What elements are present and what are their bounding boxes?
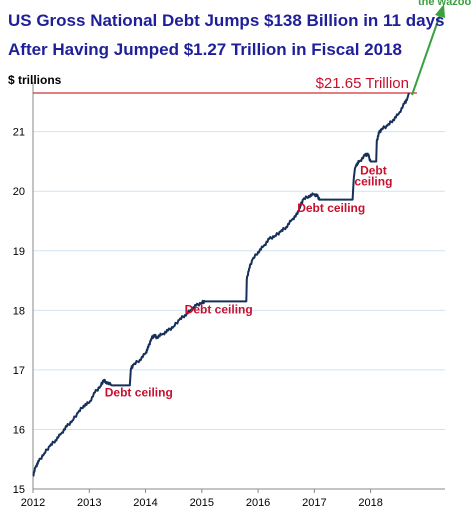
x-tick-label: 2016	[246, 497, 270, 509]
x-tick-label: 2012	[21, 497, 45, 509]
x-tick-label: 2014	[133, 497, 157, 509]
debt-line	[32, 92, 410, 477]
series-group	[32, 92, 410, 477]
annotations: Debt ceiling Debt ceiling Debt ceiling Debt…	[105, 164, 393, 400]
x-tick-label: 2015	[190, 497, 214, 509]
y-axis-unit-label: $ trillions	[8, 73, 62, 87]
debt-ceiling-annotation: Debt ceiling	[297, 201, 365, 215]
y-tick-label: 15	[13, 484, 25, 496]
callout-arrow-shaft	[411, 11, 442, 96]
x-tick-label: 2013	[77, 497, 101, 509]
debt-ceiling-annotation: ceiling	[354, 174, 392, 188]
y-tick-label: 21	[13, 127, 25, 139]
axes	[32, 82, 445, 493]
tick-labels: 15 16 17 18 19 20 21 2012 2013 2014 2015 2016 2017 20…	[13, 127, 383, 509]
reference-line-group: $21.65 Trillion	[33, 75, 417, 94]
chart-title-line-2: After Having Jumped $1.27 Trillion in Fi…	[8, 40, 402, 59]
callout-arrow-head	[435, 4, 445, 18]
y-tick-label: 16	[13, 424, 25, 436]
x-tick-label: 2018	[358, 497, 382, 509]
y-tick-label: 19	[13, 246, 25, 258]
gridlines	[33, 131, 445, 430]
y-tick-label: 20	[13, 186, 25, 198]
debt-ceiling-annotation: Debt ceiling	[105, 386, 173, 400]
x-tick-label: 2017	[302, 497, 326, 509]
debt-ceiling-annotation: Debt ceiling	[185, 302, 253, 316]
callout-text: the wazoo	[418, 0, 472, 8]
debt-ceiling-annotation: Debt	[360, 164, 387, 178]
chart-title-line-1: US Gross National Debt Jumps $138 Billio…	[8, 11, 445, 30]
y-tick-label: 18	[13, 305, 25, 317]
reference-line-label: $21.65 Trillion	[316, 75, 409, 92]
callout-arrow-group	[411, 4, 445, 96]
y-tick-label: 17	[13, 365, 25, 377]
